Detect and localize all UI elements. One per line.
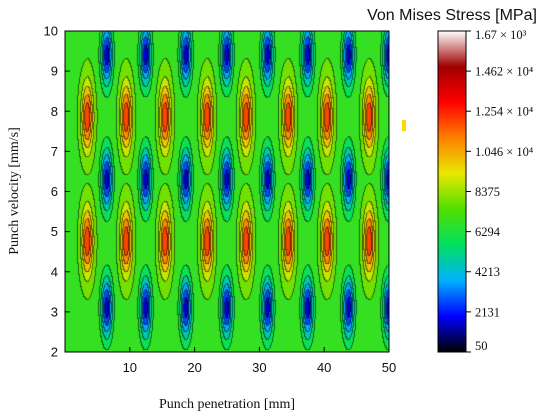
- colorbar: Von Mises Stress [MPa] 1.67 × 10³ 1.462 ×…: [367, 7, 537, 353]
- x-tick-label: 50: [382, 360, 396, 375]
- y-tick-label: 8: [51, 104, 58, 119]
- colorbar-tick-label: 50: [475, 339, 488, 353]
- x-axis-title: Punch penetration [mm]: [159, 397, 295, 412]
- colorbar-tick-label: 2131: [475, 305, 500, 319]
- colorbar-tick-label: 1.67 × 10³: [475, 28, 527, 42]
- x-axis: 10 20 30 40 50: [123, 347, 396, 375]
- colorbar-tick-label: 1.462 × 10⁴: [475, 65, 533, 79]
- contour-field: [65, 31, 389, 352]
- y-tick-label: 5: [51, 224, 58, 239]
- y-axis: 2 3 4 5 6 7 8 9 10: [44, 24, 70, 360]
- y-tick-label: 6: [51, 184, 58, 199]
- colorbar-tick-label: 1.046 × 10⁴: [475, 145, 533, 159]
- x-tick-label: 10: [123, 360, 137, 375]
- colorbar-scale: [437, 30, 467, 353]
- colorbar-tick-label: 1.254 × 10⁴: [475, 105, 533, 119]
- annotation-marker: [402, 120, 406, 131]
- y-tick-label: 4: [51, 264, 58, 279]
- y-tick-label: 3: [51, 304, 58, 319]
- x-tick-label: 30: [252, 360, 266, 375]
- x-tick-label: 20: [187, 360, 201, 375]
- y-axis-title: Punch velocity [mm/s]: [7, 127, 22, 255]
- colorbar-tick-label: 4213: [475, 265, 500, 279]
- plot-area: [64, 30, 390, 353]
- y-tick-label: 7: [51, 144, 58, 159]
- colorbar-ticks: 1.67 × 10³ 1.462 × 10⁴ 1.254 × 10⁴ 1.046 × …: [466, 28, 533, 353]
- y-tick-label: 2: [51, 345, 58, 360]
- y-tick-label: 10: [44, 24, 58, 39]
- colorbar-title: Von Mises Stress [MPa]: [367, 7, 537, 24]
- y-tick-label: 9: [51, 64, 58, 79]
- colorbar-tick-label: 6294: [475, 225, 501, 239]
- x-tick-label: 40: [317, 360, 331, 375]
- colorbar-tick-label: 8375: [475, 185, 500, 199]
